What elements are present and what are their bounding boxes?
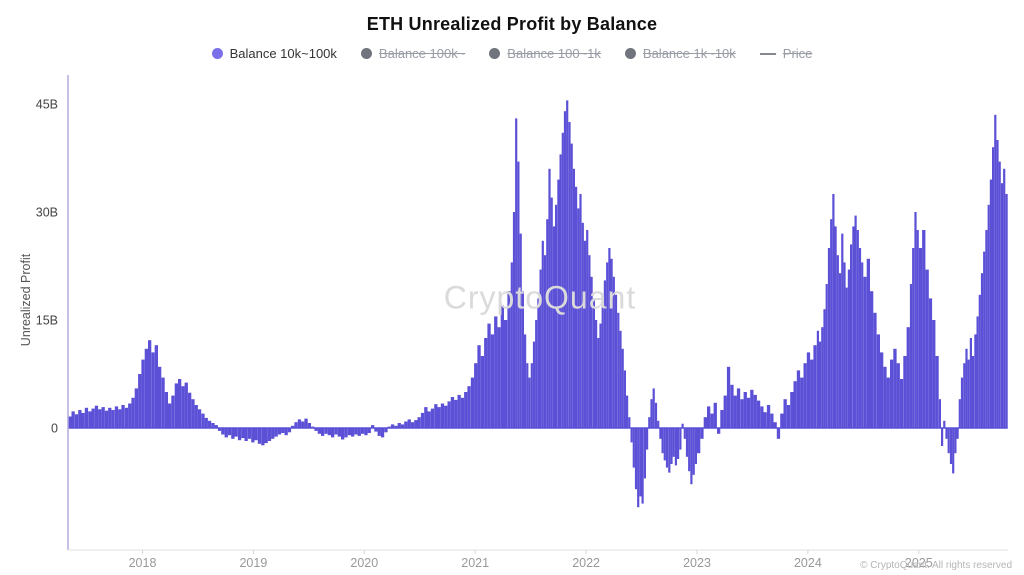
series-balance-10k-100k [68,100,1008,508]
x-tick-label: 2022 [572,556,600,570]
chart-title: ETH Unrealized Profit by Balance [366,14,658,34]
y-tick-label: 0 [51,422,58,436]
legend-label: Price [782,46,813,61]
copyright-text: © CryptoQuant. All rights reserved [860,560,1012,571]
legend-label: Balance 1k~10k [642,46,736,61]
legend-label: Balance 100k~ [378,46,466,61]
series-dot-icon [211,48,223,59]
legend-label: Balance 100~1k [507,46,601,61]
x-tick-label: 2025 [905,556,933,570]
legend: Balance 10k~100k Balance 100k~ Balance 100… [0,46,1024,61]
x-tick-label: 2024 [794,556,822,570]
y-tick-label: 45B [36,98,58,112]
y-tick-label: 15B [36,314,58,328]
legend-item-balance-10k-100k[interactable]: Balance 10k~100k [211,46,337,61]
legend-item-balance-100k[interactable]: Balance 100k~ [360,46,466,61]
series-dot-icon [624,48,636,59]
x-tick-label: 2023 [683,556,711,570]
x-tick-label: 2020 [350,556,378,570]
y-axis-title: Unrealized Profit [19,253,33,347]
legend-item-price[interactable]: Price [759,46,813,61]
y-tick-label: 30B [36,206,58,220]
legend-item-balance-100-1k[interactable]: Balance 100~1k [489,46,601,61]
legend-label: Balance 10k~100k [229,46,337,61]
x-tick-label: 2019 [239,556,267,570]
price-line-icon [759,52,776,55]
series-dot-icon [489,48,501,59]
x-tick-label: 2018 [129,556,157,570]
x-tick-label: 2021 [461,556,489,570]
legend-item-balance-1k-10k[interactable]: Balance 1k~10k [624,46,736,61]
series-dot-icon [360,48,372,59]
